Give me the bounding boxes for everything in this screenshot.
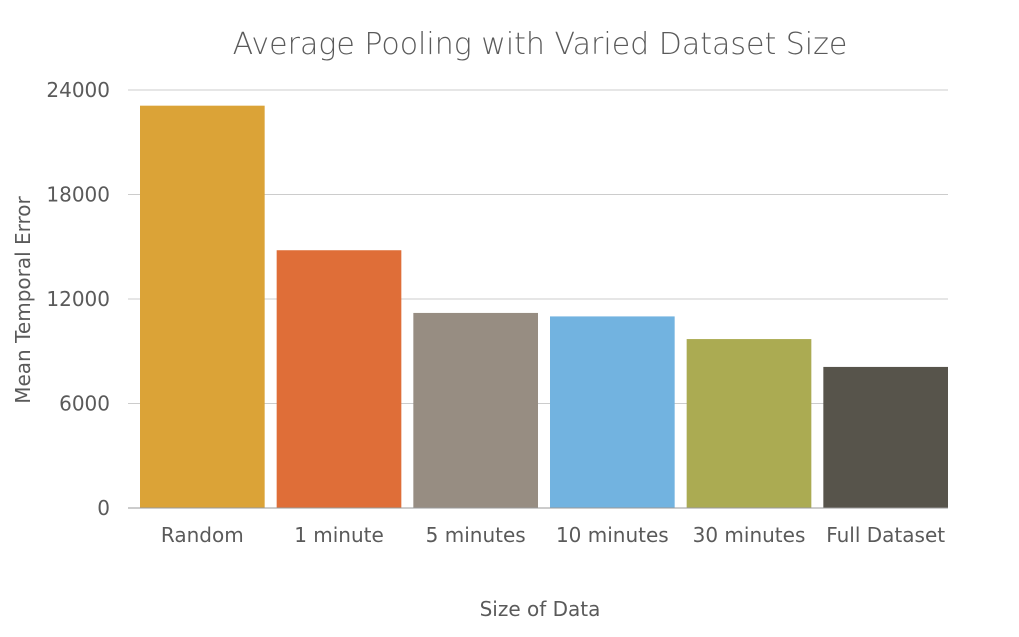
x-tick-label: 30 minutes xyxy=(693,523,806,547)
x-tick-label: 1 minute xyxy=(294,523,384,547)
bars xyxy=(140,105,948,509)
y-tick-label: 24000 xyxy=(46,78,110,102)
x-tick-label: Full Dataset xyxy=(826,523,945,547)
y-tick-label: 0 xyxy=(97,496,110,520)
x-axis-tick-labels: Random 1 minute 5 minutes 10 minutes 30 minu… xyxy=(161,523,945,547)
y-tick-label: 6000 xyxy=(59,392,110,416)
bar xyxy=(686,339,812,508)
x-tick-label: 10 minutes xyxy=(556,523,669,547)
x-axis-title: Size of Data xyxy=(480,597,601,621)
chart-title: Average Pooling with Varied Dataset Size xyxy=(233,27,848,62)
y-tick-label: 12000 xyxy=(46,287,110,311)
x-tick-label: 5 minutes xyxy=(426,523,526,547)
bar xyxy=(276,250,402,508)
bar xyxy=(140,105,265,509)
y-axis-tick-labels: 0 6000 12000 18000 24000 xyxy=(46,78,110,520)
y-tick-label: 18000 xyxy=(46,183,110,207)
x-tick-label: Random xyxy=(161,523,244,547)
y-axis-title: Mean Temporal Error xyxy=(11,195,35,403)
bar xyxy=(550,316,675,508)
bar xyxy=(413,312,538,508)
bar xyxy=(823,366,948,508)
